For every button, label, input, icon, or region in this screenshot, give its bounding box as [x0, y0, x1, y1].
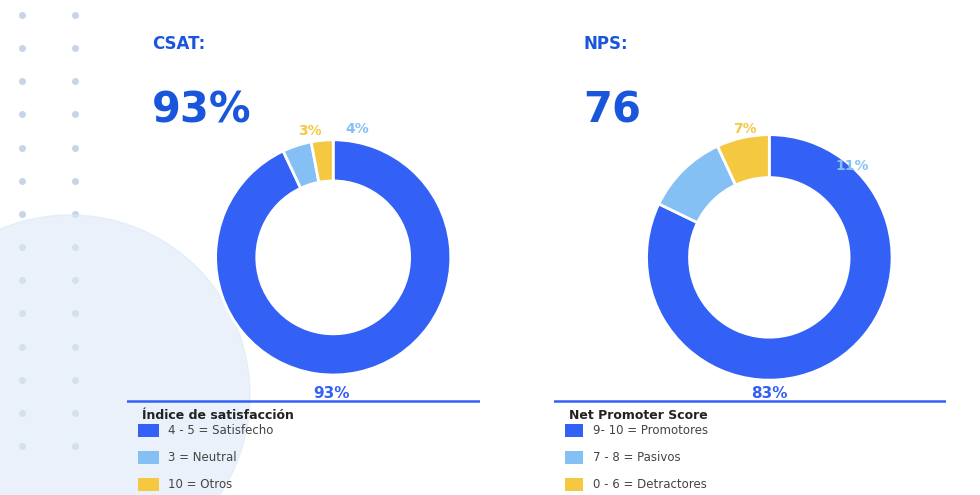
- Wedge shape: [283, 142, 318, 188]
- Circle shape: [0, 215, 250, 495]
- Text: 0 - 6 = Detractores: 0 - 6 = Detractores: [593, 478, 707, 491]
- Text: NPS:: NPS:: [583, 35, 628, 52]
- Wedge shape: [312, 140, 333, 182]
- Text: 3 = Neutral: 3 = Neutral: [168, 451, 236, 464]
- Text: 93%: 93%: [313, 386, 350, 401]
- Text: 3%: 3%: [298, 124, 321, 138]
- Text: 76: 76: [583, 89, 641, 131]
- Text: 7%: 7%: [733, 122, 757, 136]
- Text: CSAT:: CSAT:: [152, 35, 205, 52]
- Wedge shape: [717, 135, 769, 185]
- Wedge shape: [216, 140, 451, 375]
- Text: Net Promoter Score: Net Promoter Score: [569, 409, 709, 422]
- FancyBboxPatch shape: [565, 451, 583, 464]
- Text: 9- 10 = Promotores: 9- 10 = Promotores: [593, 424, 708, 437]
- Text: Índice de satisfacción: Índice de satisfacción: [141, 409, 293, 422]
- Wedge shape: [647, 135, 892, 380]
- FancyBboxPatch shape: [565, 478, 583, 491]
- Text: 4 - 5 = Satisfecho: 4 - 5 = Satisfecho: [168, 424, 273, 437]
- Text: 7 - 8 = Pasivos: 7 - 8 = Pasivos: [593, 451, 680, 464]
- FancyBboxPatch shape: [138, 451, 159, 464]
- Wedge shape: [659, 146, 736, 223]
- FancyBboxPatch shape: [138, 478, 159, 491]
- Text: 93%: 93%: [152, 89, 252, 131]
- Text: 10 = Otros: 10 = Otros: [168, 478, 232, 491]
- FancyBboxPatch shape: [138, 424, 159, 437]
- FancyBboxPatch shape: [565, 424, 583, 437]
- Text: 4%: 4%: [346, 122, 369, 136]
- Text: 11%: 11%: [836, 159, 869, 173]
- Text: 83%: 83%: [751, 386, 788, 401]
